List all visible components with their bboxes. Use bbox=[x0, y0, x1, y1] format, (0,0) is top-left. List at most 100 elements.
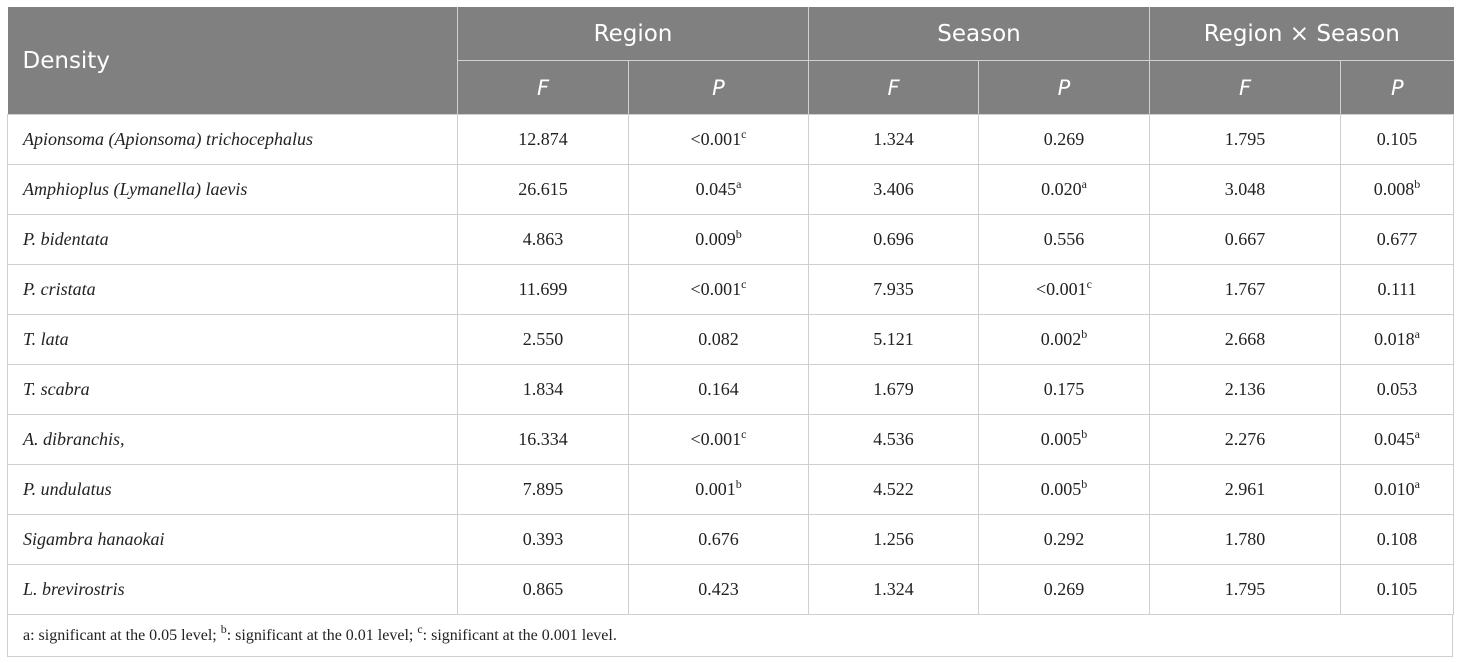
table-cell: 2.961 bbox=[1149, 464, 1342, 515]
cell-value: 0.005 bbox=[1040, 429, 1082, 449]
cell-value: 3.406 bbox=[873, 179, 914, 199]
significance-marker: a bbox=[1414, 477, 1420, 491]
significance-marker: c bbox=[741, 277, 747, 291]
table-cell: 0.020a bbox=[978, 164, 1151, 215]
table-row: T. scabra 1.834 0.164 1.679 0.175 2.136 0.053 bbox=[7, 364, 1455, 415]
cell-value: 0.108 bbox=[1376, 529, 1418, 549]
cell-value: 0.010 bbox=[1374, 479, 1415, 499]
table-cell: 0.108 bbox=[1340, 514, 1455, 565]
cell-value: 1.679 bbox=[873, 379, 914, 399]
table-row: P. cristata 11.699 <0.001c 7.935 <0.001c 1.76… bbox=[7, 264, 1455, 315]
table-cell: 0.005b bbox=[978, 414, 1151, 465]
footnote-b-sup: b bbox=[220, 622, 227, 636]
table-cell: 2.550 bbox=[457, 314, 629, 365]
table-cell: 0.164 bbox=[628, 364, 809, 415]
table-cell: 0.423 bbox=[628, 564, 809, 615]
table-cell: 0.556 bbox=[978, 214, 1151, 265]
cell-value: 3.048 bbox=[1224, 179, 1266, 199]
table-cell: 0.269 bbox=[978, 114, 1151, 165]
table-cell: 11.699 bbox=[457, 264, 629, 315]
table-cell: 2.668 bbox=[1149, 314, 1342, 365]
cell-value: 0.667 bbox=[1224, 229, 1266, 249]
cell-value: 0.696 bbox=[873, 229, 914, 249]
table-cell: 0.393 bbox=[457, 514, 629, 565]
cell-value: 5.121 bbox=[873, 329, 914, 349]
footnote-a: a: significant at the 0.05 level; bbox=[23, 627, 221, 644]
significance-marker: c bbox=[741, 427, 747, 441]
table-cell: 7.935 bbox=[808, 264, 979, 315]
table-cell: 4.863 bbox=[457, 214, 629, 265]
cell-value: 0.676 bbox=[698, 529, 739, 549]
table-cell: 0.677 bbox=[1340, 214, 1455, 265]
cell-value: 0.020 bbox=[1041, 179, 1082, 199]
cell-value: 2.668 bbox=[1224, 329, 1266, 349]
cell-value: 0.002 bbox=[1040, 329, 1082, 349]
cell-value: 0.105 bbox=[1376, 579, 1418, 599]
group-header-interaction: Region × Season bbox=[1149, 7, 1454, 61]
table-header: Density Region Season Region × Season F … bbox=[7, 7, 1454, 115]
table-cell: 1.795 bbox=[1149, 564, 1342, 615]
footnote-c-sup: c bbox=[417, 622, 423, 636]
table-cell: 16.334 bbox=[457, 414, 629, 465]
group-header-season: Season bbox=[808, 7, 1151, 61]
subcol-header: F bbox=[808, 60, 979, 115]
table-cell: 1.795 bbox=[1149, 114, 1342, 165]
cell-value: 0.269 bbox=[1043, 129, 1085, 149]
table-cell: 0.010a bbox=[1340, 464, 1455, 515]
table-cell: 0.105 bbox=[1340, 564, 1455, 615]
table-cell: 12.874 bbox=[457, 114, 629, 165]
species-name: Apionsoma (Apionsoma) trichocephalus bbox=[7, 114, 458, 165]
cell-value: 1.834 bbox=[522, 379, 564, 399]
table-cell: 7.895 bbox=[457, 464, 629, 515]
cell-value: 4.522 bbox=[873, 479, 914, 499]
significance-marker: b bbox=[735, 477, 742, 491]
species-name: L. brevirostris bbox=[7, 564, 458, 615]
row-label-header: Density bbox=[7, 7, 458, 115]
table-cell: 0.053 bbox=[1340, 364, 1455, 415]
table-cell: 0.002b bbox=[978, 314, 1151, 365]
significance-marker: b bbox=[1414, 177, 1421, 191]
significance-marker: a bbox=[1081, 177, 1087, 191]
cell-value: 26.615 bbox=[518, 179, 568, 199]
cell-value: 0.677 bbox=[1376, 229, 1418, 249]
cell-value: 1.767 bbox=[1224, 279, 1266, 299]
cell-value: 0.005 bbox=[1040, 479, 1082, 499]
cell-value: 0.008 bbox=[1373, 179, 1415, 199]
anova-table-container: Density Region Season Region × Season F … bbox=[7, 7, 1455, 657]
table-row: T. lata 2.550 0.082 5.121 0.002b 2.668 0.018a bbox=[7, 314, 1455, 365]
species-name: Sigambra hanaokai bbox=[7, 514, 458, 565]
cell-value: 2.136 bbox=[1224, 379, 1266, 399]
species-name: P. cristata bbox=[7, 264, 458, 315]
cell-value: 0.423 bbox=[698, 579, 739, 599]
cell-value: 0.018 bbox=[1374, 329, 1415, 349]
cell-value: 2.550 bbox=[522, 329, 564, 349]
table-cell: 4.522 bbox=[808, 464, 979, 515]
table-cell: 0.005b bbox=[978, 464, 1151, 515]
table-cell: 1.324 bbox=[808, 564, 979, 615]
cell-value: 0.045 bbox=[695, 179, 737, 199]
table-cell: 3.048 bbox=[1149, 164, 1342, 215]
significance-marker: b bbox=[735, 227, 742, 241]
cell-value: 12.874 bbox=[518, 129, 568, 149]
significance-marker: a bbox=[736, 177, 742, 191]
cell-value: 0.053 bbox=[1376, 379, 1418, 399]
table-cell: 0.865 bbox=[457, 564, 629, 615]
significance-marker: b bbox=[1081, 427, 1088, 441]
significance-marker: b bbox=[1081, 477, 1088, 491]
table-cell: 1.780 bbox=[1149, 514, 1342, 565]
cell-value: 0.292 bbox=[1043, 529, 1085, 549]
table-cell: 2.136 bbox=[1149, 364, 1342, 415]
cell-value: <0.001 bbox=[690, 129, 742, 149]
table-cell: 1.834 bbox=[457, 364, 629, 415]
table-row: L. brevirostris 0.865 0.423 1.324 0.269 1.795… bbox=[7, 564, 1455, 615]
cell-value: <0.001 bbox=[690, 279, 742, 299]
cell-value: <0.001 bbox=[690, 429, 742, 449]
table-cell: 0.175 bbox=[978, 364, 1151, 415]
table-row: Amphioplus (Lymanella) laevis 26.615 0.045… bbox=[7, 164, 1455, 215]
cell-value: 0.001 bbox=[695, 479, 736, 499]
subcol-header: P bbox=[978, 60, 1151, 115]
cell-value: 0.105 bbox=[1376, 129, 1418, 149]
cell-value: 0.111 bbox=[1377, 279, 1417, 299]
cell-value: 0.045 bbox=[1374, 429, 1415, 449]
table-cell: 0.667 bbox=[1149, 214, 1342, 265]
